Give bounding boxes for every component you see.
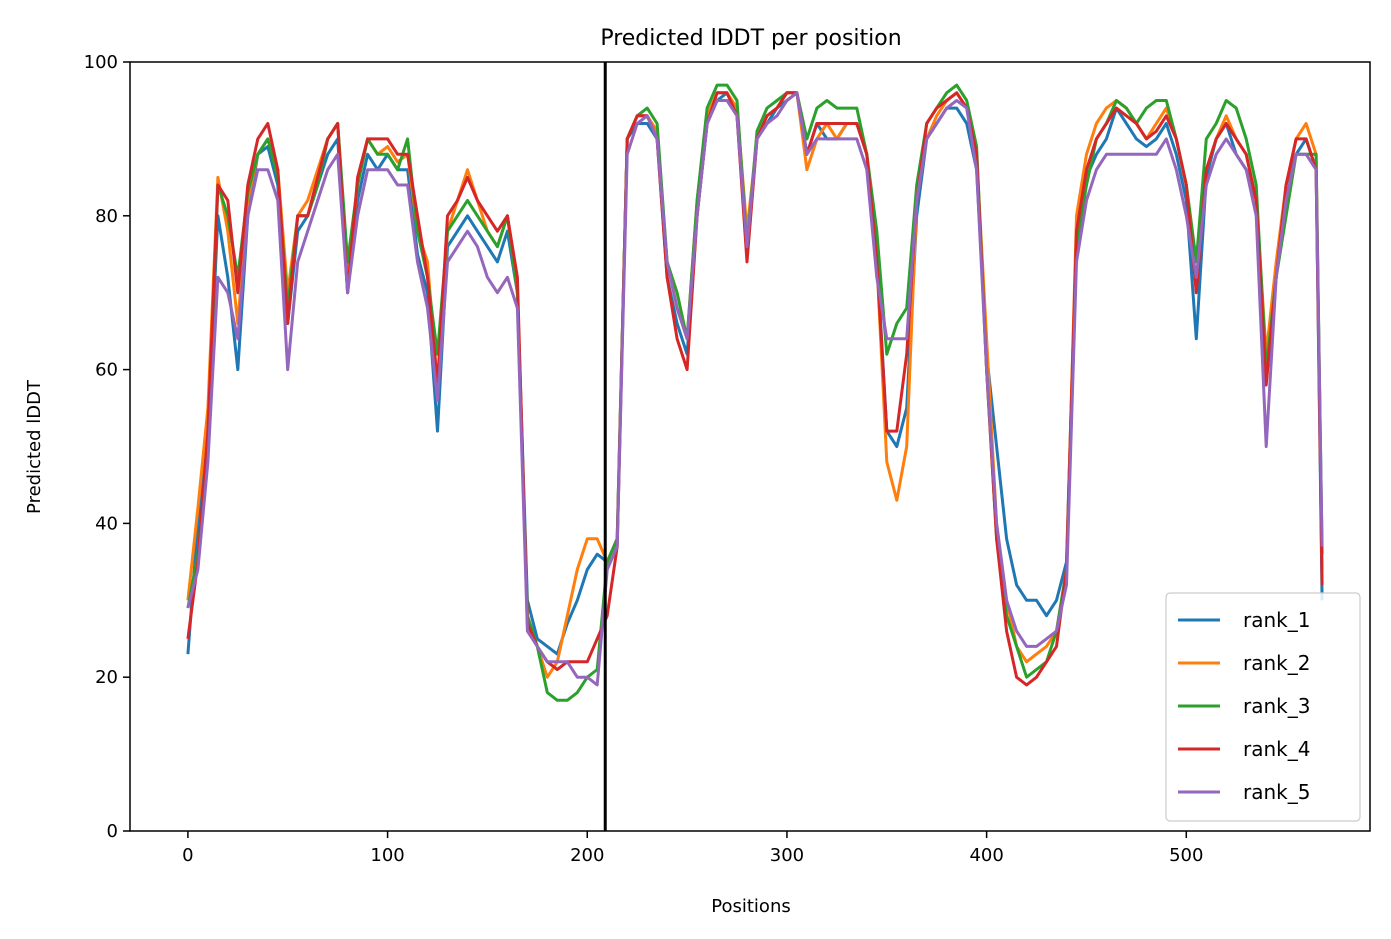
y-tick-label: 80 (95, 206, 118, 227)
y-tick-label: 20 (95, 667, 118, 688)
series-line-rank_5 (186, 91, 1324, 687)
x-tick-label: 400 (969, 845, 1003, 866)
x-tick-label: 300 (770, 845, 804, 866)
legend: rank_1 rank_2 rank_3 rank_4 rank_5 (1165, 592, 1361, 822)
y-tick-label: 60 (95, 360, 118, 381)
chart-title: Predicted lDDT per position (600, 26, 901, 51)
x-tick-label: 0 (182, 845, 193, 866)
y-axis-label: Predicted lDDT (24, 379, 45, 514)
plot-area: 0 100 200 300 400 500 0 20 40 60 80 100 rank_1 rank_2… (84, 52, 1371, 866)
y-tick-label: 0 (107, 821, 118, 842)
x-tick-label: 200 (570, 845, 604, 866)
legend-label-rank_2: rank_2 (1243, 651, 1310, 675)
y-tick-label: 40 (95, 513, 118, 534)
legend-label-rank_4: rank_4 (1243, 737, 1310, 761)
x-axis-label: Positions (711, 896, 790, 917)
x-tick-label: 500 (1169, 845, 1203, 866)
legend-box (1165, 592, 1361, 822)
y-tick-label: 100 (84, 52, 118, 73)
legend-label-rank_1: rank_1 (1243, 608, 1310, 632)
x-tick-label: 100 (370, 845, 404, 866)
legend-label-rank_5: rank_5 (1243, 780, 1310, 804)
legend-label-rank_3: rank_3 (1243, 694, 1310, 718)
axes-frame (129, 61, 1371, 832)
